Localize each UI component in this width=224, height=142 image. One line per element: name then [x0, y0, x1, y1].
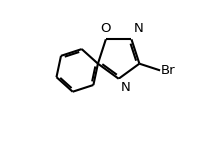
Text: N: N	[121, 81, 130, 94]
Text: O: O	[101, 22, 111, 35]
Text: Br: Br	[161, 64, 176, 77]
Text: N: N	[134, 22, 143, 35]
